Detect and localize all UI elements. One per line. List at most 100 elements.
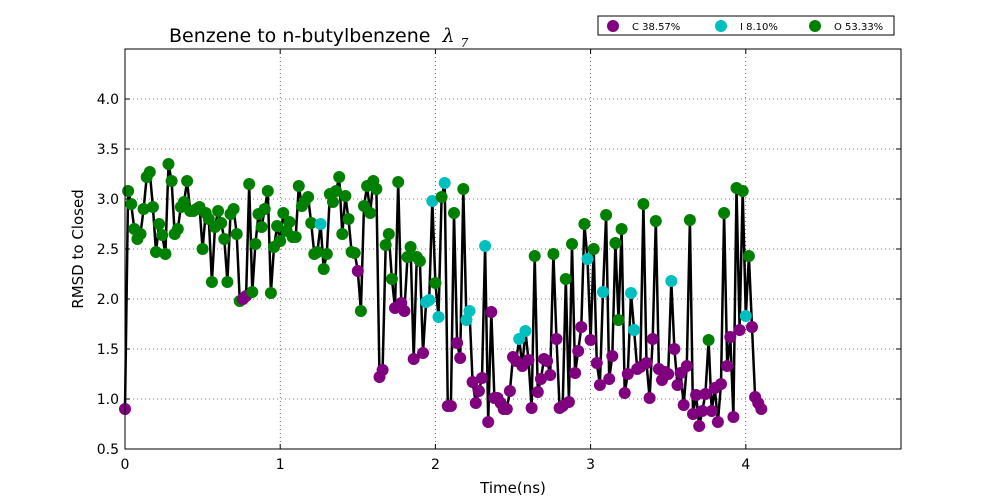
point-c [584,334,597,346]
point-o [382,228,395,240]
point-o [227,203,240,215]
point-o [333,171,346,183]
point-o [348,247,361,259]
point-c [593,379,606,391]
legend-label-c: C 38.57% [632,22,680,33]
point-o [221,276,234,288]
point-c [606,350,619,362]
point-c [687,408,699,420]
point-o [311,246,324,258]
point-c [646,333,659,345]
series-path [123,162,763,428]
point-i [314,218,327,230]
point-c [562,396,575,408]
point-o [274,235,287,247]
data-markers [119,158,768,432]
point-o [649,215,662,227]
point-o [218,233,231,245]
point-c [618,387,631,399]
point-c [705,405,718,417]
point-o [702,334,715,346]
y-tick-label: 1.5 [97,342,119,358]
point-c [693,420,706,432]
point-c [671,379,684,391]
point-i [460,314,473,326]
point-c [680,360,693,372]
point-o [305,217,318,229]
point-c [407,353,420,365]
point-o [205,276,218,288]
point-o [448,207,460,219]
point-o [162,158,175,170]
point-o [364,207,377,219]
point-c [640,357,653,369]
point-i [628,324,641,336]
point-o [413,255,426,267]
point-o [137,203,150,215]
point-o [171,223,184,235]
legend-marker-c [607,20,619,32]
point-c [522,354,535,366]
point-i [423,294,436,306]
point-o [637,198,650,210]
point-o [212,205,225,217]
point-o [354,305,367,317]
point-o [547,248,560,260]
point-o [370,183,383,195]
point-c [469,397,482,409]
y-tick-label: 3.0 [97,192,119,208]
point-c [715,378,727,390]
legend-box [597,15,895,36]
point-o [249,238,262,250]
point-o [566,238,578,250]
point-o [289,231,302,243]
point-c [454,352,467,364]
point-c [541,355,554,367]
point-o [385,273,398,285]
point-c [534,373,547,385]
point-o [261,185,274,197]
point-c [451,337,464,349]
x-axis-ticks: 0 1 2 3 4 [121,49,750,473]
point-o [528,250,541,262]
point-o [122,185,135,197]
point-c [417,347,429,359]
point-i [479,240,492,252]
point-c [376,364,389,376]
point-o [587,243,600,255]
point-o [609,237,622,249]
point-c [575,321,588,333]
legend-label-o: O 53.33% [834,22,883,33]
point-o [143,166,156,178]
point-o [742,250,755,262]
point-o [134,228,147,240]
point-o [339,190,352,202]
point-o [255,221,268,233]
point-c [690,389,703,401]
legend-marker-i [715,20,727,32]
point-o [379,239,392,251]
point-c [643,392,656,404]
point-c [668,343,681,355]
y-tick-label: 2.5 [97,242,119,258]
y-tick-label: 2.0 [97,292,119,308]
point-i [597,286,609,298]
point-c [531,386,544,398]
point-i [519,325,532,337]
point-o [429,277,442,289]
point-i [432,311,445,323]
point-o [404,241,417,253]
point-o [146,201,159,213]
point-o [159,248,172,260]
point-o [718,207,731,219]
x-tick-label: 4 [741,457,750,473]
point-c [724,331,737,343]
point-o [302,191,315,203]
point-o [615,223,628,235]
legend-marker-o [809,20,821,32]
point-o [320,248,333,260]
legend: C 38.57% I 8.10% O 53.33% [597,15,895,36]
point-c [572,345,585,357]
data-line [123,162,763,428]
point-c [755,403,768,415]
